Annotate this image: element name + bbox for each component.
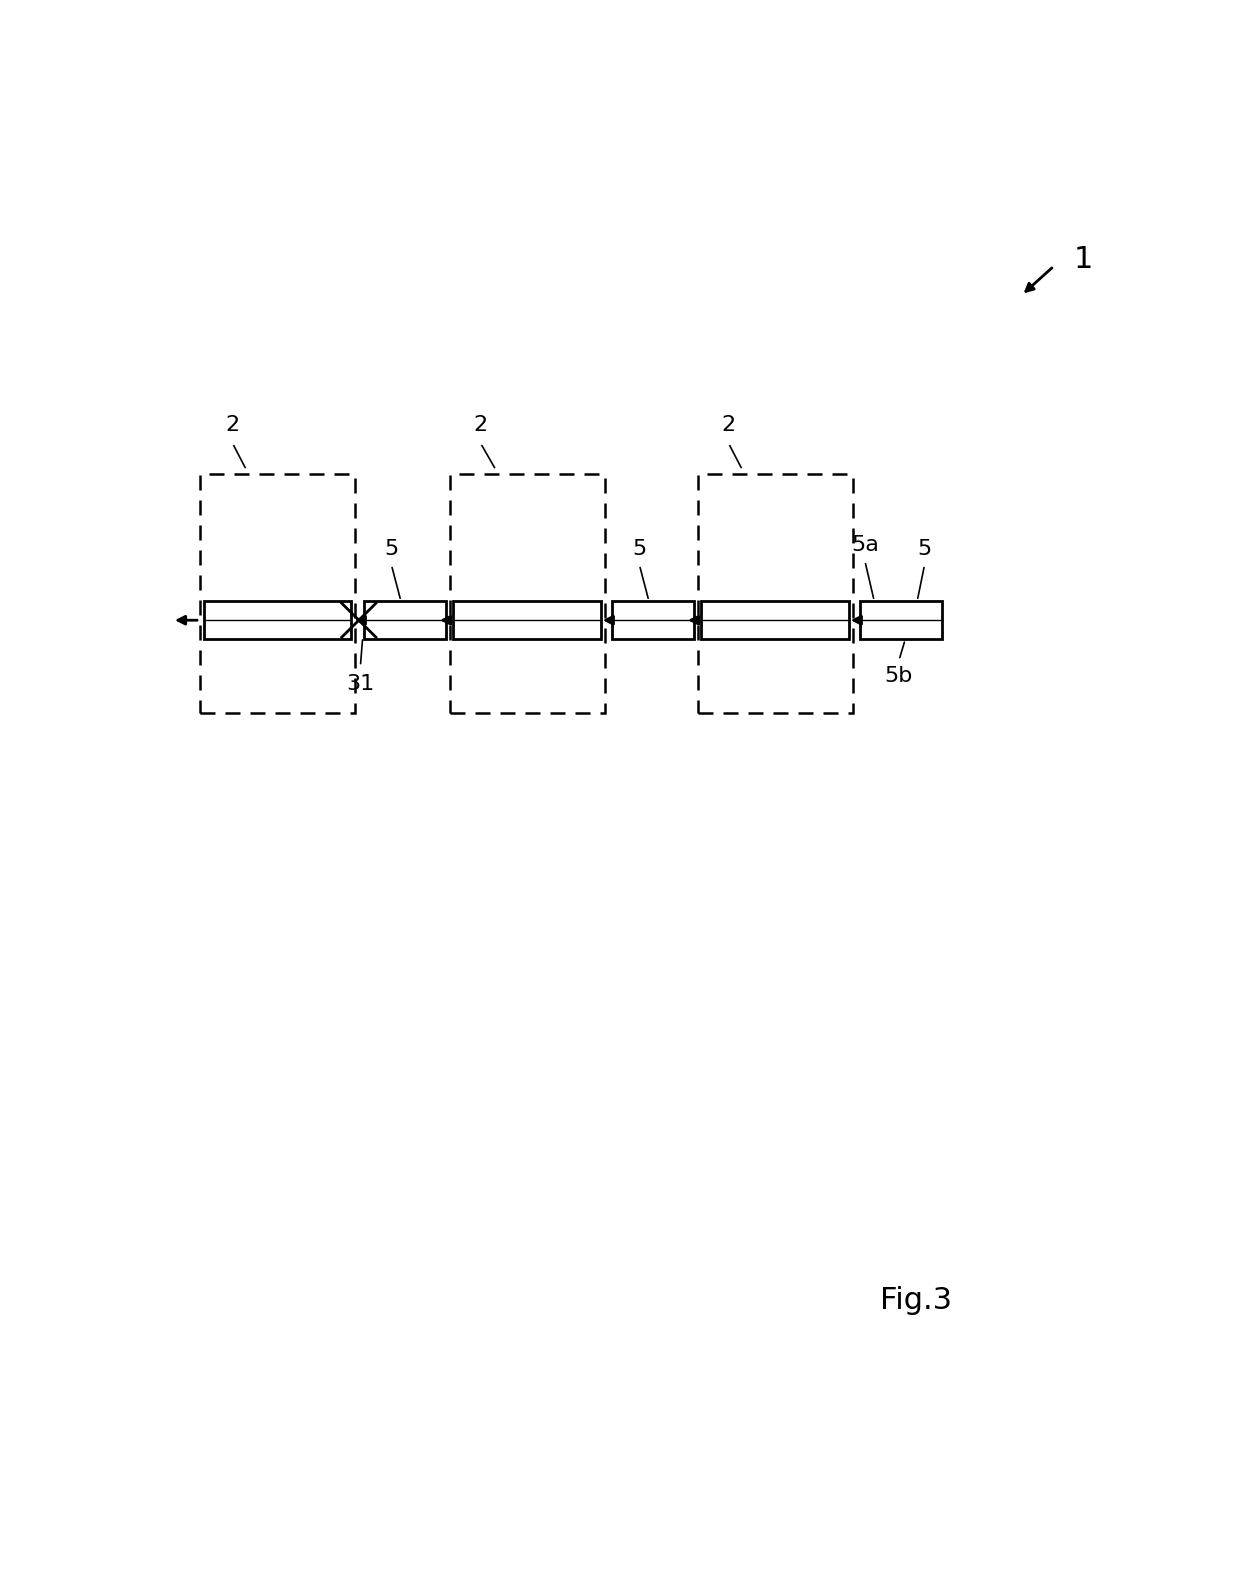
FancyBboxPatch shape [449, 473, 605, 713]
Text: Fig.3: Fig.3 [879, 1286, 952, 1315]
Text: 5: 5 [384, 538, 398, 559]
FancyBboxPatch shape [697, 473, 853, 713]
FancyBboxPatch shape [454, 600, 600, 640]
Text: 2: 2 [226, 416, 239, 435]
FancyBboxPatch shape [861, 600, 941, 640]
FancyBboxPatch shape [203, 600, 351, 640]
FancyBboxPatch shape [702, 600, 848, 640]
Text: 5: 5 [632, 538, 646, 559]
Text: 2: 2 [474, 416, 487, 435]
FancyBboxPatch shape [200, 473, 355, 713]
Text: 2: 2 [722, 416, 735, 435]
Text: 1: 1 [1074, 246, 1092, 275]
Text: 5a: 5a [851, 535, 879, 554]
Text: 31: 31 [346, 675, 374, 694]
Text: 5b: 5b [885, 667, 913, 686]
Text: 5: 5 [918, 538, 931, 559]
FancyBboxPatch shape [613, 600, 693, 640]
FancyBboxPatch shape [365, 600, 445, 640]
